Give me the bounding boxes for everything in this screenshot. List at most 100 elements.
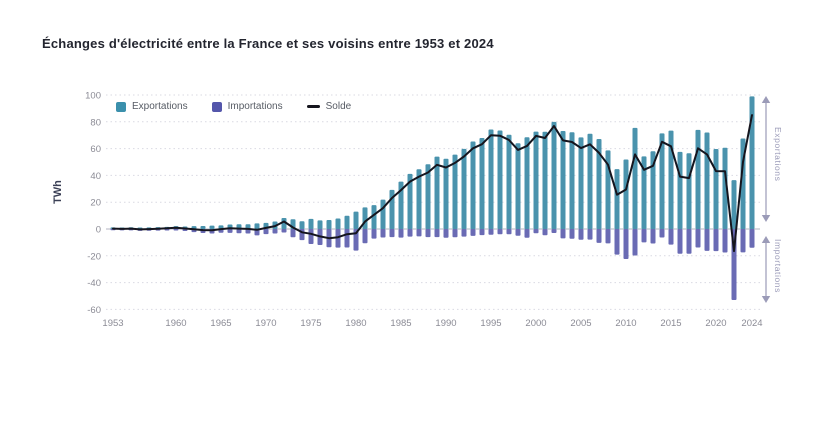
importations-bar: [272, 229, 278, 234]
exportations-bar: [749, 96, 755, 229]
exportations-bar: [623, 159, 629, 229]
importations-bar: [263, 229, 269, 235]
exportations-bar: [731, 180, 737, 229]
exportations-range-arrow-head-up: [761, 96, 771, 103]
importations-bar: [677, 229, 683, 254]
importations-bar: [416, 229, 422, 237]
exportations-bar: [578, 137, 584, 229]
exportations-bar: [443, 158, 449, 229]
importations-bar: [533, 229, 539, 234]
importations-bar: [515, 229, 521, 236]
importations-bar: [461, 229, 467, 237]
x-tick-label: 1965: [210, 318, 231, 329]
exportations-bar: [659, 133, 665, 229]
importations-bar: [281, 229, 287, 233]
importations-bar: [641, 229, 647, 243]
importations-bar: [569, 229, 575, 239]
importations-bar: [713, 229, 719, 252]
x-tick-label: 1975: [300, 318, 321, 329]
legend-label-solde: Solde: [325, 101, 352, 112]
exportations-bar: [533, 131, 539, 229]
importations-bar: [245, 229, 251, 234]
exportations-bar: [596, 138, 602, 229]
y-tick-label: 80: [90, 117, 101, 128]
exportations-swatch-icon: [116, 101, 126, 112]
importations-range-arrow: [761, 236, 771, 303]
exportations-bar: [488, 129, 494, 229]
right-annotation-importations: Importations: [773, 239, 783, 293]
importations-bar: [290, 229, 296, 238]
exportations-bar: [209, 225, 215, 229]
importations-bar: [695, 229, 701, 248]
gridlines: 100 80 60 40 20 0 -20 -40 -60: [85, 91, 760, 316]
x-axis-labels: 1953 1960 1965 1970 1975 1980 1985 1990 1995 2000…: [102, 318, 762, 329]
exportations-bar: [677, 151, 683, 229]
exportations-bar: [371, 205, 377, 229]
legend-item-solde: Solde: [306, 101, 352, 112]
exportations-bar: [362, 207, 368, 229]
importations-bar: [380, 229, 386, 238]
exportations-bar: [353, 211, 359, 229]
importations-bar: [614, 229, 620, 255]
importations-bar: [308, 229, 314, 245]
importations-bar: [344, 229, 350, 248]
exportations-bar: [335, 218, 341, 229]
importations-bar: [434, 229, 440, 238]
importations-bar: [605, 229, 611, 244]
importations-bar: [659, 229, 665, 238]
exportations-bars: [110, 96, 755, 229]
exportations-bar: [398, 181, 404, 229]
exportations-bar: [317, 220, 323, 229]
importations-bar: [488, 229, 494, 235]
importations-bar: [668, 229, 674, 245]
y-tick-label: 0: [96, 225, 101, 236]
importations-bar: [164, 229, 170, 231]
importations-bar: [335, 229, 341, 248]
x-tick-label: 1960: [165, 318, 186, 329]
exportations-bar: [470, 141, 476, 229]
importations-bar: [227, 229, 233, 233]
y-tick-label: 100: [85, 91, 101, 102]
importations-bar: [704, 229, 710, 251]
exportations-bar: [425, 164, 431, 229]
exportations-bar: [668, 130, 674, 229]
chart-legend: Exportations Importations Solde: [116, 101, 351, 112]
importations-bar: [470, 229, 476, 236]
importations-range-arrow-head-down: [761, 296, 771, 303]
importations-bar: [722, 229, 728, 253]
exportations-bar: [380, 199, 386, 229]
importations-bar: [596, 229, 602, 243]
exportations-bar: [281, 218, 287, 229]
exportations-bar: [587, 133, 593, 229]
y-tick-label: -40: [87, 278, 101, 289]
exportations-bar: [299, 221, 305, 229]
x-tick-label: 1953: [102, 318, 123, 329]
importations-bar: [398, 229, 404, 238]
exportations-bar: [308, 218, 314, 229]
exportations-range-arrow: [761, 96, 771, 222]
x-tick-label: 2005: [570, 318, 591, 329]
legend-label-importations: Importations: [227, 101, 283, 112]
right-annotation-exportations: Exportations: [773, 127, 783, 182]
exportations-bar: [200, 226, 206, 229]
importations-bar: [425, 229, 431, 238]
y-tick-label: 60: [90, 144, 101, 155]
y-tick-label: -20: [87, 251, 101, 262]
importations-bar: [443, 229, 449, 238]
importations-bar: [524, 229, 530, 238]
exportations-bar: [452, 154, 458, 229]
importations-bars: [110, 229, 755, 301]
importations-bar: [353, 229, 359, 251]
exportations-bar: [704, 132, 710, 229]
exportations-bar: [254, 223, 260, 229]
exportations-bar: [479, 138, 485, 229]
legend-item-importations: Importations: [211, 101, 283, 112]
exportations-bar: [740, 138, 746, 229]
importations-bar: [632, 229, 638, 256]
importations-bar: [578, 229, 584, 240]
importations-bar: [407, 229, 413, 237]
importations-bar: [749, 229, 755, 248]
solde-line-swatch-icon: [306, 105, 320, 108]
